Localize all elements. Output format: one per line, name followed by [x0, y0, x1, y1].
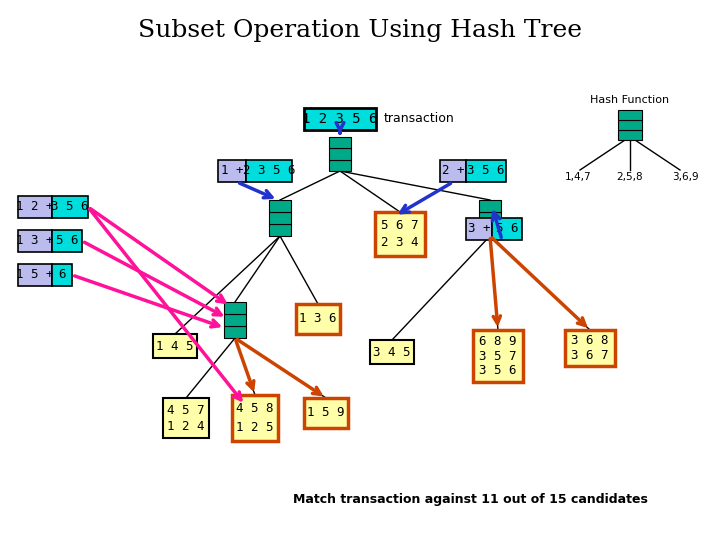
Text: 3 5 7: 3 5 7: [480, 349, 517, 362]
FancyBboxPatch shape: [269, 212, 291, 224]
Text: 1 +: 1 +: [221, 165, 243, 178]
FancyBboxPatch shape: [304, 108, 376, 130]
Text: 3 5 6: 3 5 6: [467, 165, 505, 178]
FancyBboxPatch shape: [163, 398, 209, 438]
FancyBboxPatch shape: [479, 212, 501, 224]
FancyBboxPatch shape: [473, 330, 523, 382]
FancyBboxPatch shape: [218, 160, 246, 182]
FancyBboxPatch shape: [565, 330, 615, 366]
Text: 2 3 4: 2 3 4: [382, 237, 419, 249]
FancyBboxPatch shape: [466, 160, 506, 182]
Text: 3 +: 3 +: [468, 222, 490, 235]
FancyBboxPatch shape: [618, 130, 642, 140]
FancyBboxPatch shape: [492, 218, 522, 240]
Text: 5 6: 5 6: [496, 222, 518, 235]
FancyBboxPatch shape: [479, 200, 501, 212]
Text: 2 3 5 6: 2 3 5 6: [243, 165, 295, 178]
FancyBboxPatch shape: [479, 224, 501, 236]
Text: 3 4 5: 3 4 5: [373, 346, 410, 359]
Text: 1 2 +: 1 2 +: [17, 200, 54, 213]
FancyBboxPatch shape: [224, 326, 246, 338]
Text: Subset Operation Using Hash Tree: Subset Operation Using Hash Tree: [138, 18, 582, 42]
Text: 6: 6: [58, 268, 66, 281]
FancyBboxPatch shape: [269, 224, 291, 236]
Text: 3 6 8: 3 6 8: [571, 334, 608, 347]
Text: 3,6,9: 3,6,9: [672, 172, 698, 182]
Text: 6 8 9: 6 8 9: [480, 335, 517, 348]
FancyBboxPatch shape: [232, 395, 278, 441]
FancyBboxPatch shape: [618, 120, 642, 130]
FancyBboxPatch shape: [329, 160, 351, 171]
Text: 1 4 5: 1 4 5: [156, 340, 194, 353]
Text: 1 5 9: 1 5 9: [307, 407, 345, 420]
Text: 4 5 7: 4 5 7: [167, 403, 204, 416]
FancyBboxPatch shape: [153, 334, 197, 358]
Text: Hash Function: Hash Function: [590, 95, 670, 105]
Text: 3 5 6: 3 5 6: [51, 200, 89, 213]
Text: 1 2 4: 1 2 4: [167, 420, 204, 433]
Text: 5 6: 5 6: [55, 234, 78, 247]
FancyBboxPatch shape: [329, 137, 351, 148]
FancyBboxPatch shape: [375, 212, 425, 256]
FancyBboxPatch shape: [52, 196, 88, 218]
FancyBboxPatch shape: [52, 230, 82, 252]
FancyBboxPatch shape: [18, 230, 52, 252]
FancyBboxPatch shape: [618, 110, 642, 120]
FancyBboxPatch shape: [466, 218, 492, 240]
FancyBboxPatch shape: [304, 398, 348, 428]
FancyBboxPatch shape: [224, 302, 246, 314]
Text: 1 2 3 5 6: 1 2 3 5 6: [302, 112, 378, 126]
FancyBboxPatch shape: [18, 264, 52, 286]
FancyBboxPatch shape: [296, 304, 340, 334]
FancyBboxPatch shape: [269, 200, 291, 212]
Text: 4 5 8: 4 5 8: [236, 402, 274, 415]
Text: 1 5 +: 1 5 +: [17, 268, 54, 281]
Text: transaction: transaction: [384, 112, 455, 125]
Text: 3 6 7: 3 6 7: [571, 349, 608, 362]
Text: 1 3 6: 1 3 6: [300, 313, 337, 326]
FancyBboxPatch shape: [52, 264, 72, 286]
Text: 1,4,7: 1,4,7: [564, 172, 591, 182]
FancyBboxPatch shape: [224, 314, 246, 326]
FancyBboxPatch shape: [329, 148, 351, 160]
Text: 1 3 +: 1 3 +: [17, 234, 54, 247]
Text: 1 2 5: 1 2 5: [236, 421, 274, 434]
FancyBboxPatch shape: [18, 196, 52, 218]
Text: 3 5 6: 3 5 6: [480, 364, 517, 377]
Text: 2,5,8: 2,5,8: [617, 172, 643, 182]
FancyBboxPatch shape: [246, 160, 292, 182]
Text: 2 +: 2 +: [442, 165, 464, 178]
FancyBboxPatch shape: [370, 340, 414, 364]
FancyBboxPatch shape: [440, 160, 466, 182]
Text: 5 6 7: 5 6 7: [382, 219, 419, 232]
Text: Match transaction against 11 out of 15 candidates: Match transaction against 11 out of 15 c…: [292, 494, 647, 507]
